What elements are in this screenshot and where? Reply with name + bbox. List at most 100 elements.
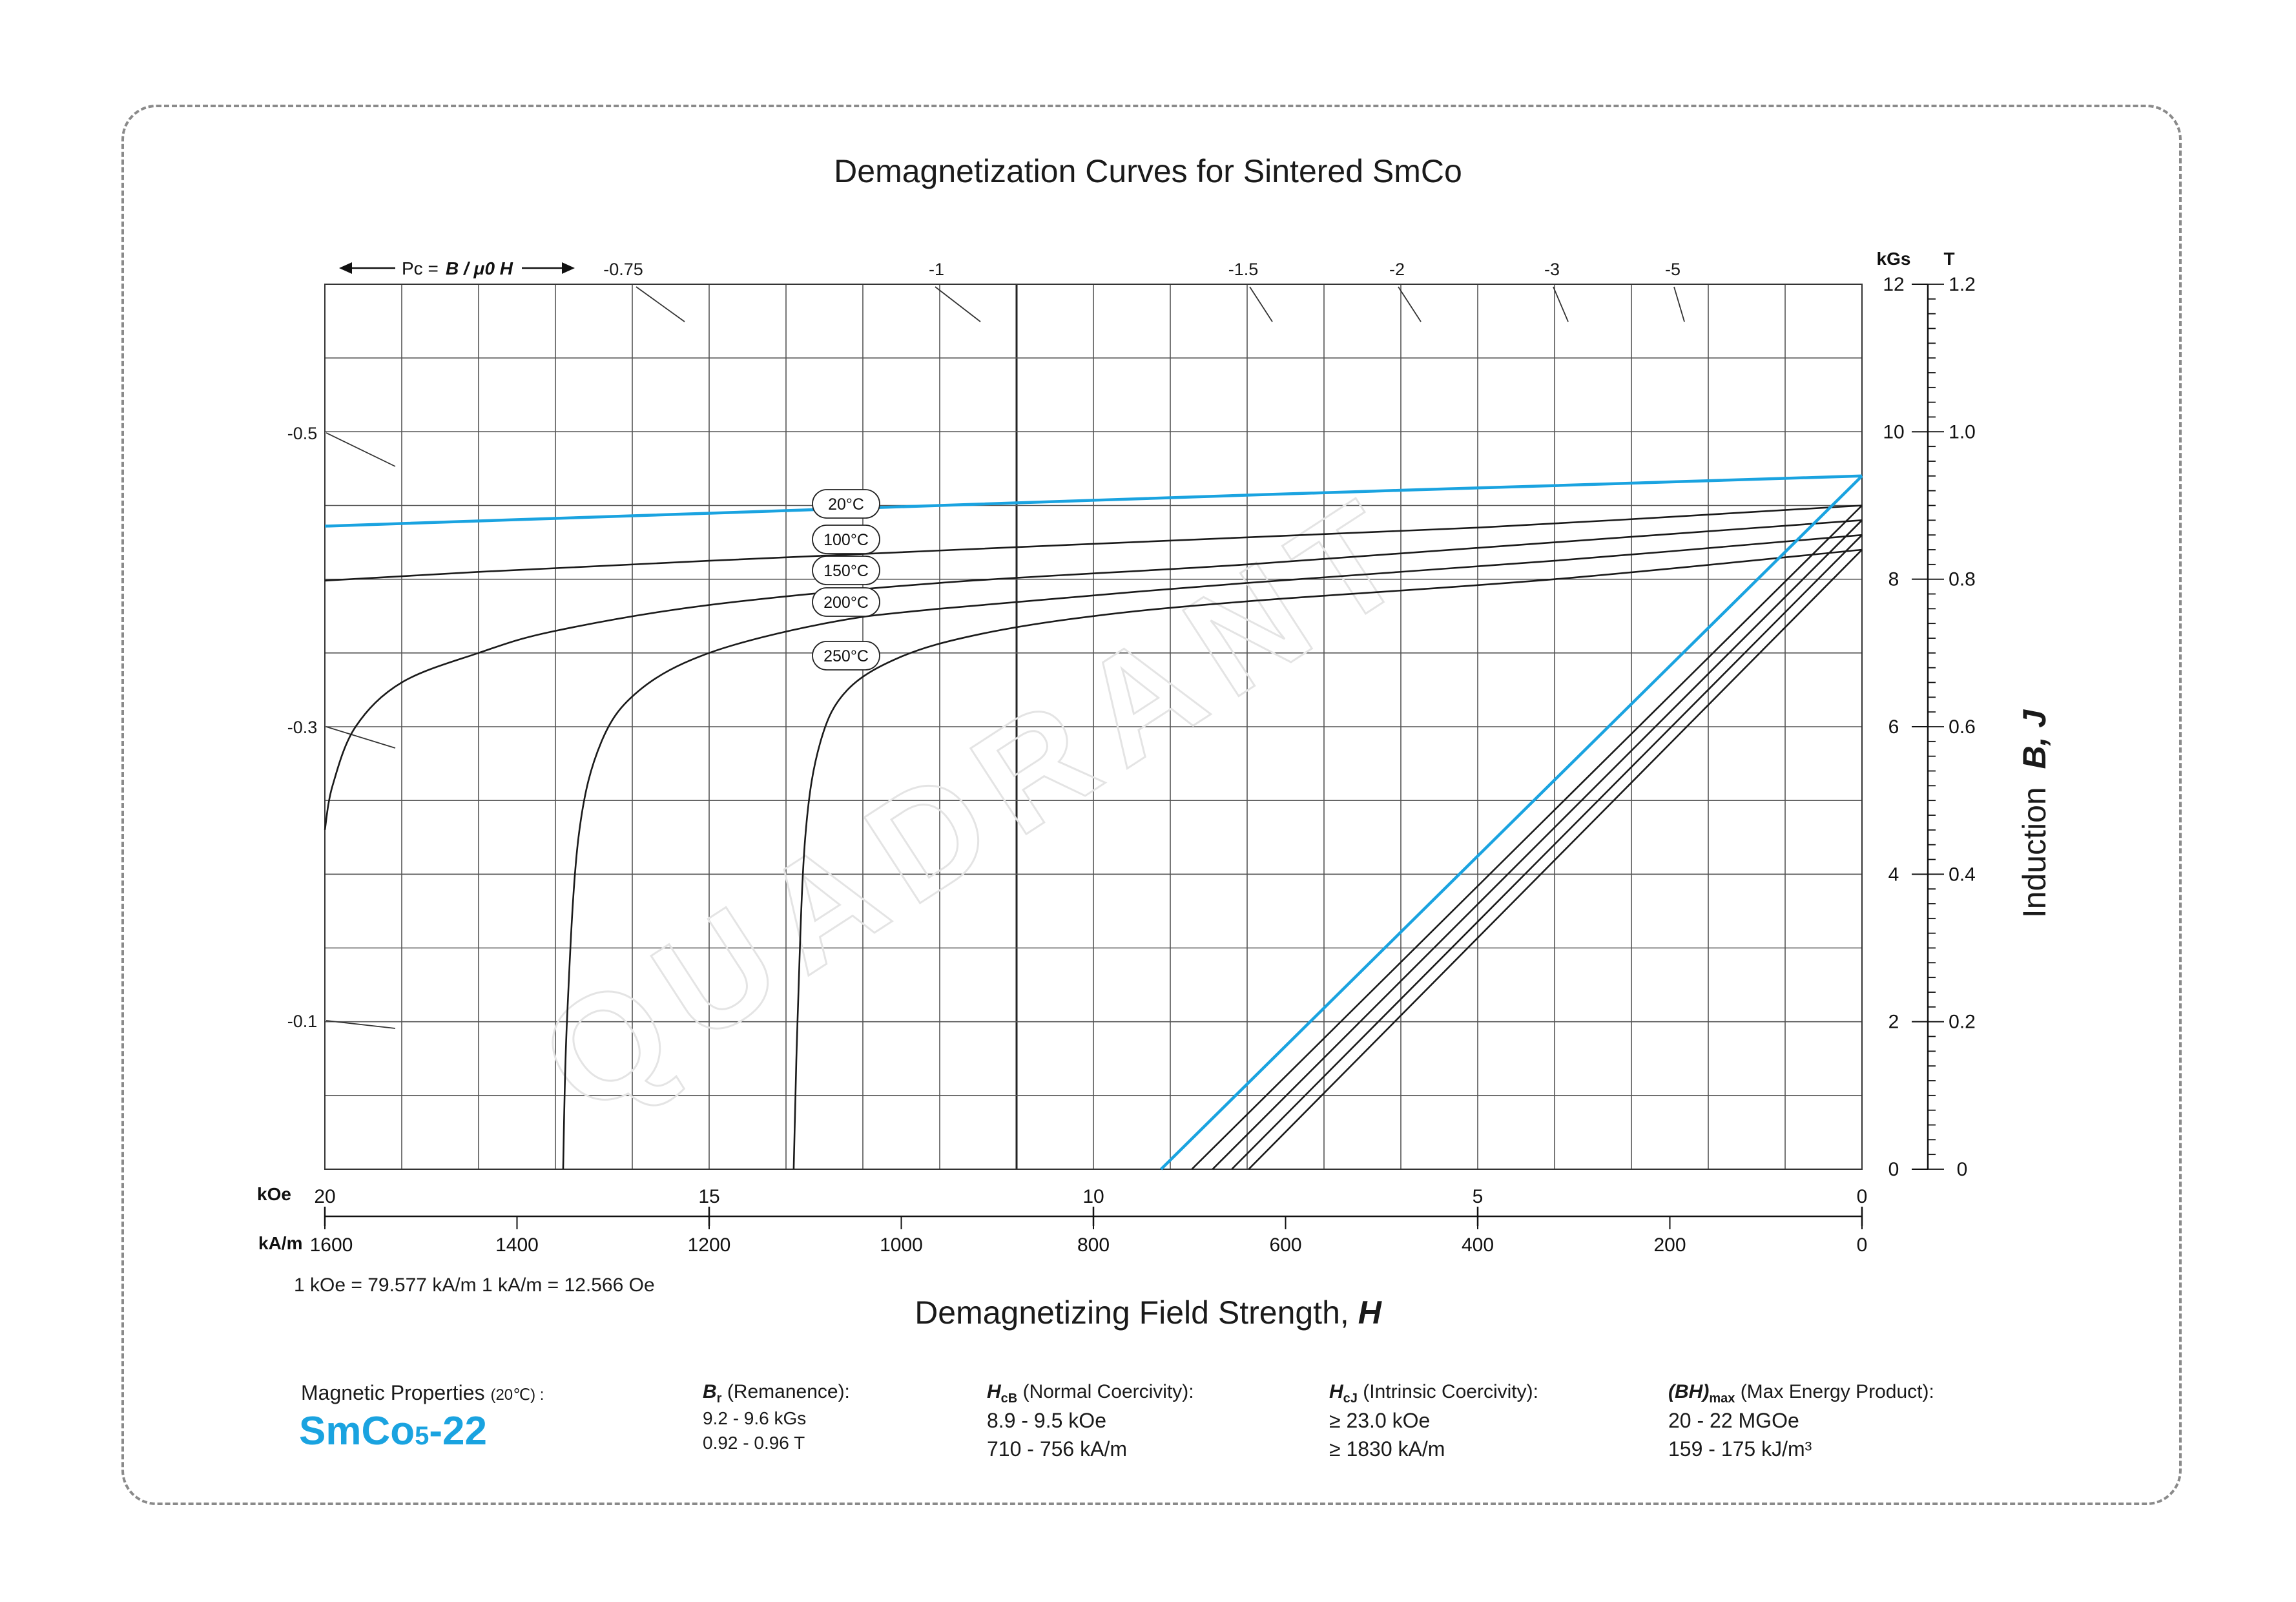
- x-alt-tick-label: 1600: [310, 1234, 353, 1256]
- j-curve-2: [324, 519, 1863, 831]
- y-alt-tick-label: 0.8: [1949, 569, 1976, 590]
- property-intrinsic-coercivity: HcJ (Intrinsic Coercivity): ≥ 23.0 kOe ≥…: [1329, 1381, 1538, 1463]
- curve-label-pill: [812, 587, 880, 617]
- property-value-2: 159 - 175 kJ/m³: [1668, 1437, 1812, 1461]
- x-axis-title-symbol: H: [1358, 1295, 1381, 1331]
- j-curve-1: [324, 505, 1863, 582]
- curve-label: 150°C: [823, 562, 869, 580]
- pc-label: Pc =: [402, 258, 439, 278]
- permeance-tick: [1673, 286, 1685, 322]
- permeance-label-top: -3: [1544, 260, 1560, 279]
- y-alt-tick-label: 0.6: [1949, 716, 1976, 738]
- permeance-label-top: -1: [929, 260, 944, 279]
- pc-symbols: B / μ0 H: [446, 258, 513, 278]
- x-tick-label: 10: [1082, 1186, 1104, 1207]
- property-value-2: ≥ 1830 kA/m: [1329, 1437, 1445, 1461]
- j-curve-0: [324, 474, 1863, 528]
- curve-label: 200°C: [823, 594, 869, 612]
- curve-label-pill: [812, 489, 880, 519]
- magnetic-properties-title: Magnetic Properties: [301, 1381, 485, 1404]
- y-axis-title-text: Induction: [2016, 787, 2053, 919]
- b-curve-3: [1231, 534, 1863, 1170]
- curve-label-pill: [812, 641, 880, 671]
- property-symbol: (BH): [1668, 1381, 1710, 1402]
- property-head: HcB (Normal Coercivity):: [987, 1381, 1194, 1406]
- b-curve-0: [1160, 475, 1863, 1170]
- property-normal-coercivity: HcB (Normal Coercivity): 8.9 - 9.5 kOe 7…: [987, 1381, 1194, 1463]
- property-subscript: r: [716, 1391, 722, 1406]
- x-unit-label: kOe: [257, 1184, 291, 1204]
- y-alt-unit-label: T: [1943, 249, 1954, 269]
- curves: [324, 474, 1863, 1170]
- permeance-lines: -0.75 -1 -1.5 -2 -3 -5 -0.5 -0.3 -0.1 Pc = B / μ0 …: [287, 258, 1685, 1031]
- permeance-label-top: -1.5: [1228, 260, 1259, 279]
- permeance-tick: [636, 286, 685, 322]
- grade-label: SmCo5-22: [299, 1408, 487, 1454]
- x-alt-tick-label: 800: [1077, 1234, 1110, 1256]
- chart-frame: [121, 105, 2182, 1505]
- property-subscript: max: [1709, 1391, 1735, 1406]
- y-tick-label: 4: [1888, 864, 1899, 885]
- property-symbol: H: [1329, 1381, 1343, 1402]
- property-desc: (Max Energy Product):: [1740, 1381, 1934, 1402]
- grade-name: SmCo: [299, 1409, 415, 1453]
- plot-border: [324, 284, 1863, 1170]
- permeance-label-top: -2: [1389, 260, 1405, 279]
- magnetic-properties-label: Magnetic Properties (20℃) :: [301, 1381, 544, 1405]
- x-alt-tick-label: 400: [1462, 1234, 1494, 1256]
- b-curve-2: [1212, 519, 1863, 1170]
- permeance-tick: [326, 1020, 396, 1029]
- b-curve-4: [1248, 549, 1863, 1170]
- permeance-tick: [1398, 286, 1422, 322]
- axes: kOe 20 15 10 5 0kA/m 1600 1400 1200 1000 800 600 400…: [257, 249, 1976, 1256]
- curve-label: 20°C: [828, 495, 864, 514]
- permeance-label-left: -0.5: [287, 424, 318, 443]
- property-desc: (Normal Coercivity):: [1022, 1381, 1194, 1402]
- y-alt-tick-label: 0.2: [1949, 1012, 1976, 1033]
- property-remanence: Br (Remanence): 9.2 - 9.6 kGs 0.92 - 0.9…: [703, 1381, 850, 1455]
- y-tick-label: 2: [1888, 1012, 1899, 1033]
- property-value-2: 710 - 756 kA/m: [987, 1437, 1127, 1461]
- j-curve-3: [562, 534, 1863, 1170]
- permeance-label-top: -0.75: [603, 260, 643, 279]
- permeance-tick: [1249, 286, 1273, 322]
- grade-subscript: 5: [415, 1422, 429, 1450]
- permeance-label-top: -5: [1665, 260, 1681, 279]
- x-alt-tick-label: 1000: [880, 1234, 923, 1256]
- property-value-1: 8.9 - 9.5 kOe: [987, 1409, 1106, 1432]
- j-curve-4: [792, 548, 1863, 1170]
- y-unit-label: kGs: [1877, 249, 1911, 269]
- x-tick-label: 20: [314, 1186, 335, 1207]
- curve-label-pill: [812, 556, 880, 585]
- property-subscript: cB: [1000, 1391, 1018, 1406]
- b-curve-1: [1191, 505, 1863, 1170]
- y-axis-title-symbol: B, J: [2016, 709, 2053, 769]
- y-axis-title: Induction B, J: [2016, 710, 2053, 918]
- y-tick-label: 6: [1888, 716, 1899, 738]
- curve-label: 250°C: [823, 647, 869, 665]
- property-value-1: 9.2 - 9.6 kGs: [703, 1408, 807, 1428]
- property-symbol: B: [703, 1381, 717, 1402]
- property-desc: (Intrinsic Coercivity):: [1363, 1381, 1538, 1402]
- permeance-label-left: -0.1: [287, 1012, 318, 1031]
- x-alt-tick-label: 600: [1269, 1234, 1301, 1256]
- curve-label-pill: [812, 525, 880, 554]
- property-head: (BH)max (Max Energy Product):: [1668, 1381, 1934, 1406]
- x-tick-label: 5: [1473, 1186, 1484, 1207]
- y-alt-tick-label: 0: [1957, 1159, 1968, 1180]
- y-tick-label: 12: [1883, 274, 1904, 295]
- curve-labels: 20°C 100°C 150°C 200°C 250°C: [812, 489, 880, 671]
- permeance-tick: [326, 432, 396, 467]
- y-alt-tick-label: 0.4: [1949, 864, 1976, 885]
- grid: [324, 284, 1863, 1170]
- x-axis-title-text: Demagnetizing Field Strength,: [915, 1295, 1349, 1331]
- pc-arrowhead-right: [562, 262, 575, 274]
- x-alt-unit-label: kA/m: [258, 1233, 302, 1253]
- pc-arrowhead-left: [339, 262, 352, 274]
- property-value-2: 0.92 - 0.96 T: [703, 1433, 805, 1453]
- magnetic-properties-temp: (20℃) :: [490, 1386, 544, 1404]
- property-desc: (Remanence):: [727, 1381, 850, 1402]
- permeance-tick: [935, 286, 981, 322]
- y-alt-tick-label: 1.0: [1949, 421, 1976, 442]
